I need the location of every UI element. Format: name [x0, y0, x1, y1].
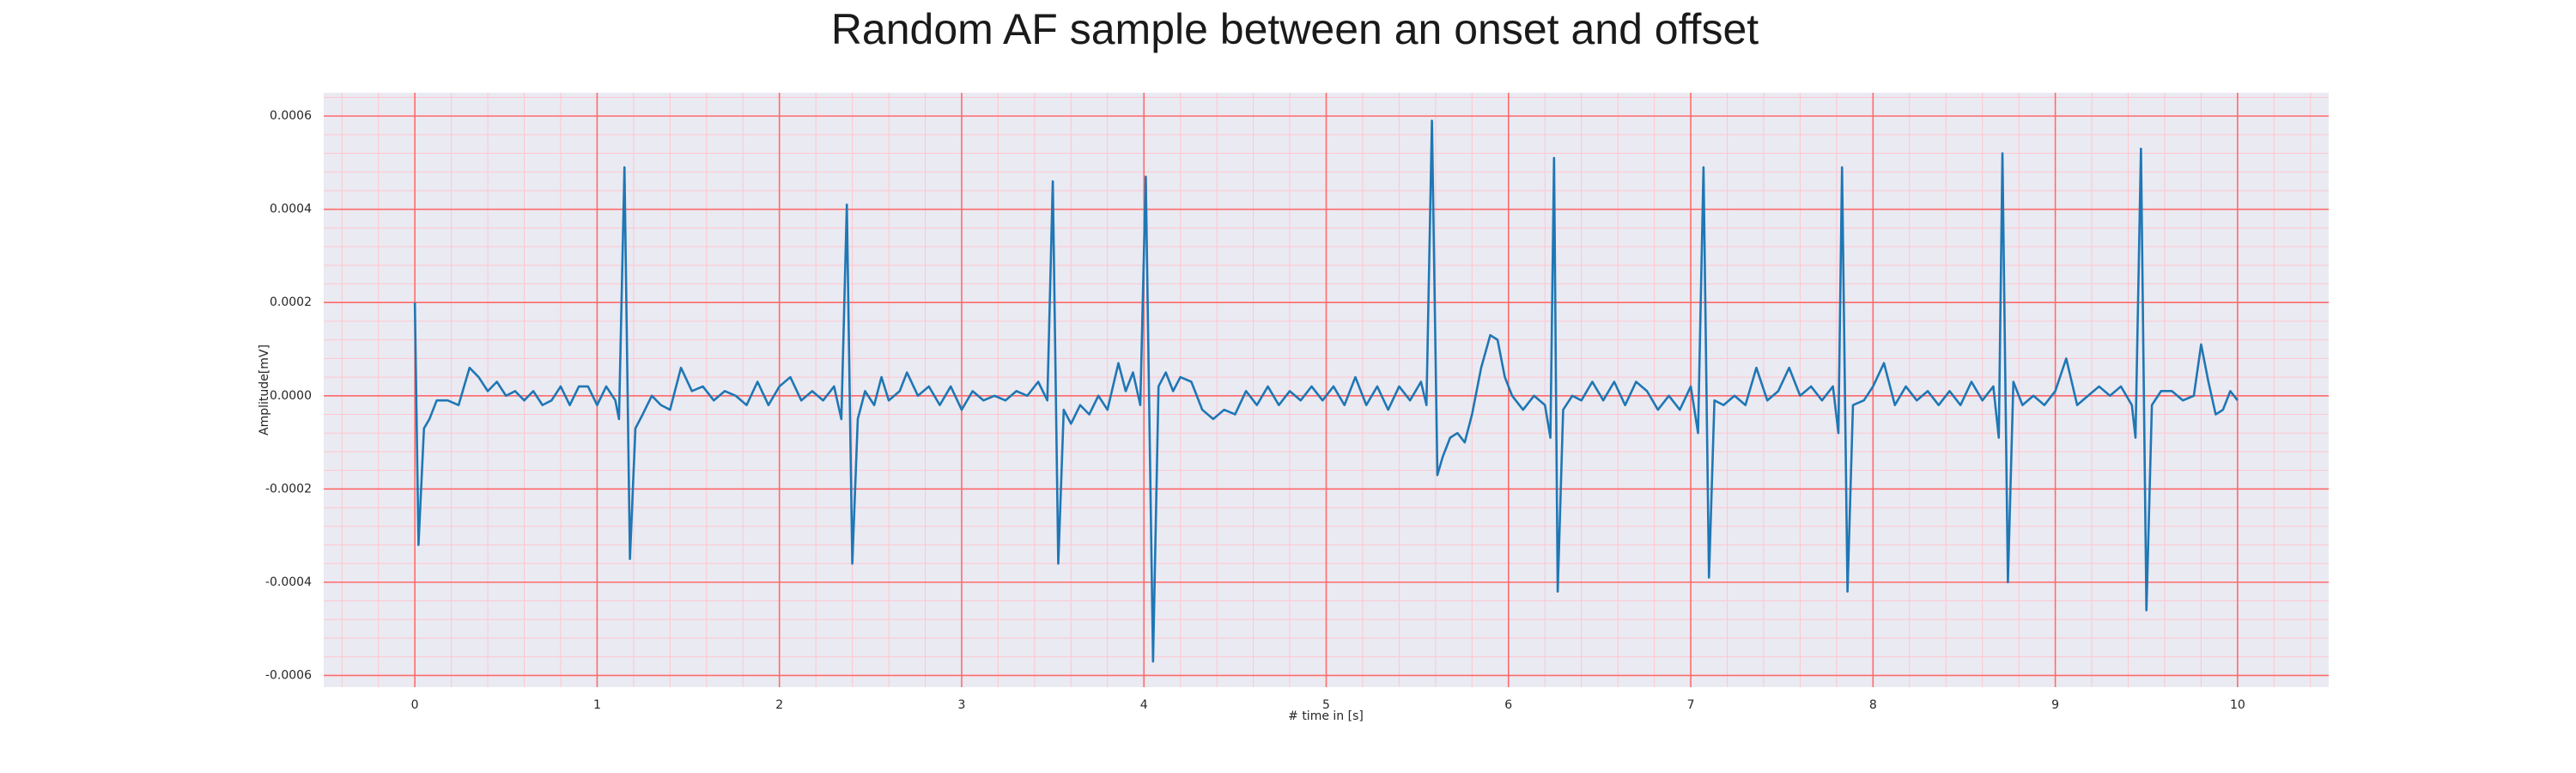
- y-tick-label: -0.0004: [265, 575, 312, 589]
- y-tick-label: 0.0002: [270, 295, 312, 309]
- x-tick-label: 10: [2230, 698, 2245, 712]
- x-tick-label: 8: [1869, 698, 1877, 712]
- x-tick-label: 1: [593, 698, 601, 712]
- y-tick-label: 0.0006: [270, 109, 312, 123]
- x-tick-label: 5: [1322, 698, 1330, 712]
- x-tick-label: 3: [957, 698, 965, 712]
- x-axis-label: # time in [s]: [1288, 709, 1364, 723]
- x-tick-label: 6: [1504, 698, 1512, 712]
- y-tick-label: 0.0000: [270, 389, 312, 403]
- chart-title: Random AF sample between an onset and of…: [831, 5, 1759, 53]
- x-tick-label: 4: [1140, 698, 1148, 712]
- y-tick-label: -0.0006: [265, 668, 312, 682]
- x-tick-label: 0: [411, 698, 419, 712]
- x-tick-label: 7: [1687, 698, 1695, 712]
- x-tick-label: 9: [2051, 698, 2059, 712]
- y-tick-label: -0.0002: [265, 482, 312, 496]
- y-tick-label: 0.0004: [270, 203, 312, 216]
- x-tick-label: 2: [775, 698, 783, 712]
- y-axis-label: Amplitude[mV]: [258, 344, 271, 435]
- signal-line: [413, 119, 2239, 663]
